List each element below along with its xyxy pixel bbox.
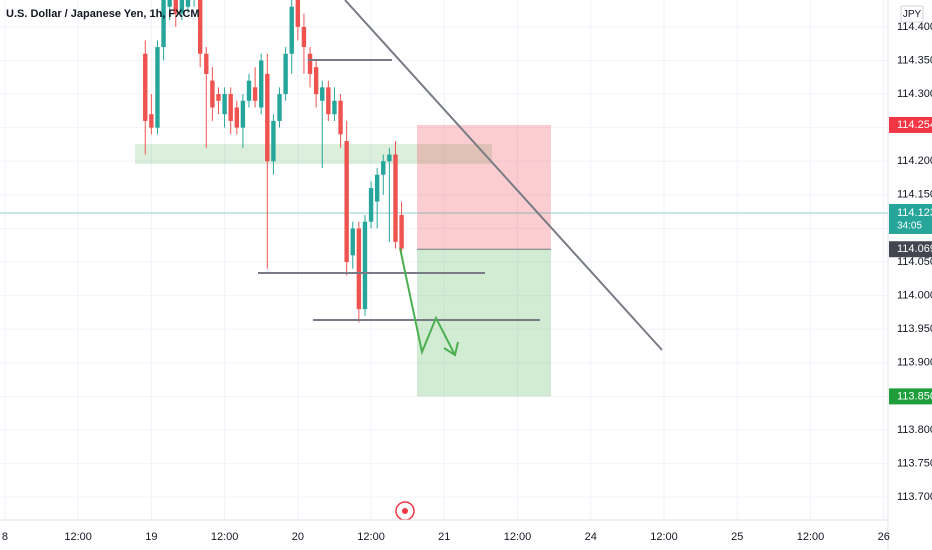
candle-body (222, 94, 227, 115)
projection-arrow (399, 247, 456, 356)
candle-body (399, 214, 404, 249)
x-tick-label: 26 (878, 531, 890, 543)
candle-body (271, 120, 276, 162)
overlay (258, 0, 663, 520)
drawings (0, 124, 888, 397)
y-tick-label: 113.950 (897, 323, 932, 335)
candle-body (356, 228, 362, 310)
y-tick-label: 114.400 (897, 21, 932, 33)
x-tick-label: 12:00 (504, 531, 532, 543)
candle-body (374, 174, 380, 202)
y-tick-label: 113.700 (897, 491, 932, 503)
candle-body (344, 141, 349, 263)
y-tick-label: 114.000 (897, 290, 932, 302)
candle-body (289, 6, 294, 54)
current-price-label: 114.123 (897, 207, 932, 219)
candle-body (332, 100, 337, 115)
candle-body (167, 0, 172, 7)
countdown-label: 34:05 (897, 221, 922, 232)
candle-body (143, 53, 148, 121)
candle-body (362, 221, 368, 310)
trend-line (344, 0, 663, 351)
candle-body (301, 26, 307, 48)
candle-body (338, 100, 343, 135)
candle-body (320, 87, 325, 101)
candle-body (246, 80, 252, 101)
x-tick-label: 12:00 (357, 531, 385, 543)
candle-body (234, 107, 239, 128)
chart-title: U.S. Dollar / Japanese Yen, 1h, FXCM (6, 8, 200, 20)
candle-body (216, 94, 221, 101)
axes: 8 12:00 19 12:00 20 12:00 21 12:00 24 12:00 25 12:0… (2, 21, 932, 543)
current-price-box (889, 203, 932, 234)
y-tick-label: 114.350 (897, 54, 932, 66)
candle-body (295, 0, 301, 27)
candle-body (283, 53, 288, 95)
x-tick-label: 24 (585, 531, 597, 543)
candle-body (307, 53, 313, 74)
candle-body (185, 0, 191, 7)
x-tick-label: 12:00 (797, 531, 825, 543)
candle-body (240, 100, 246, 128)
y-tick-label: 114.200 (897, 155, 932, 167)
candle-body (326, 87, 331, 115)
target-price-box (889, 388, 932, 405)
candle-body (265, 73, 270, 162)
x-tick-label: 12:00 (64, 531, 92, 543)
entry-price-label: 114.069 (897, 243, 932, 255)
candle-body (387, 154, 392, 162)
candle-body (197, 0, 203, 54)
candle-body (161, 0, 166, 48)
x-tick-label: 8 (2, 531, 8, 543)
candle-body (179, 0, 185, 14)
stop-price-label: 114.254 (897, 119, 932, 131)
y-tick-label: 114.050 (897, 256, 932, 268)
stop-zone (417, 124, 551, 250)
support-zone (135, 144, 492, 164)
x-tick-label: 12:00 (650, 531, 678, 543)
candle-body (155, 47, 160, 128)
x-tick-label: 12:00 (211, 531, 239, 543)
candle-body (381, 161, 386, 175)
x-tick-label: 19 (145, 531, 157, 543)
target-price-label: 113.850 (897, 390, 932, 402)
entry-price-box (889, 241, 932, 258)
candle-body (350, 228, 355, 256)
candle-body (210, 80, 215, 108)
y-tick-label: 113.900 (897, 357, 932, 369)
stop-price-box (889, 116, 932, 133)
candle-body (149, 114, 154, 128)
candle-body (173, 0, 178, 14)
y-tick-label: 114.300 (897, 88, 932, 100)
candle-body (313, 67, 319, 95)
x-tick-label: 21 (438, 531, 450, 543)
candle-body (259, 60, 264, 108)
target-zone (417, 249, 551, 397)
candle-body (252, 87, 258, 101)
grid (0, 0, 888, 520)
arrow-head (443, 341, 459, 357)
candle-body (204, 53, 209, 74)
x-tick-label: 25 (731, 531, 743, 543)
y-tick-label: 114.150 (897, 189, 932, 201)
candle-body (228, 94, 233, 121)
currency-box[interactable] (900, 5, 924, 23)
currency: JPY (903, 9, 922, 20)
event-marker-dot (402, 508, 408, 514)
candle-body (393, 154, 398, 242)
candle-body (277, 94, 282, 121)
candle-body (368, 188, 374, 222)
x-tick-label: 20 (292, 531, 304, 543)
y-tick-label: 113.800 (897, 424, 932, 436)
y-tick-label: 113.750 (897, 457, 932, 469)
